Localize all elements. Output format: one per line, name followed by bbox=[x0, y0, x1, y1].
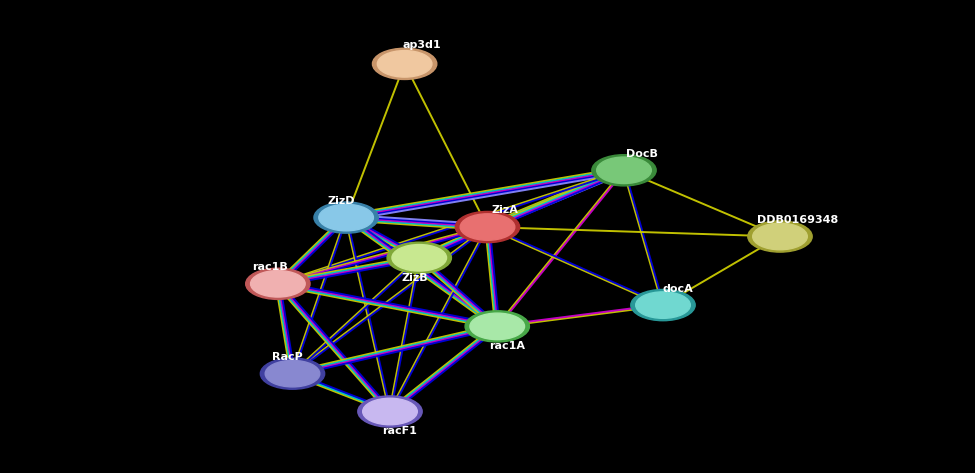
Circle shape bbox=[265, 360, 320, 387]
Circle shape bbox=[246, 268, 310, 299]
Text: RacP: RacP bbox=[272, 352, 303, 362]
Circle shape bbox=[260, 358, 325, 389]
Circle shape bbox=[460, 214, 515, 240]
Text: rac1A: rac1A bbox=[489, 341, 525, 351]
Text: ZizA: ZizA bbox=[491, 205, 519, 216]
Circle shape bbox=[597, 157, 651, 184]
Circle shape bbox=[455, 211, 520, 243]
Circle shape bbox=[465, 311, 529, 342]
Text: ap3d1: ap3d1 bbox=[403, 40, 442, 50]
Circle shape bbox=[251, 271, 305, 297]
Text: racF1: racF1 bbox=[382, 426, 417, 437]
Circle shape bbox=[363, 398, 417, 425]
Text: docA: docA bbox=[662, 283, 693, 294]
Text: DDB0169348: DDB0169348 bbox=[757, 215, 838, 225]
Circle shape bbox=[636, 292, 690, 318]
Circle shape bbox=[358, 396, 422, 427]
Circle shape bbox=[372, 48, 437, 79]
Text: rac1B: rac1B bbox=[253, 262, 288, 272]
Circle shape bbox=[377, 51, 432, 77]
Text: ZizB: ZizB bbox=[401, 272, 428, 283]
Circle shape bbox=[748, 221, 812, 252]
Circle shape bbox=[392, 245, 447, 271]
Text: DocB: DocB bbox=[626, 149, 657, 159]
Circle shape bbox=[387, 242, 451, 273]
Circle shape bbox=[470, 313, 525, 340]
Circle shape bbox=[319, 204, 373, 231]
Circle shape bbox=[592, 155, 656, 186]
Circle shape bbox=[631, 289, 695, 321]
Circle shape bbox=[753, 223, 807, 250]
Circle shape bbox=[314, 202, 378, 233]
Text: ZizD: ZizD bbox=[328, 196, 355, 206]
